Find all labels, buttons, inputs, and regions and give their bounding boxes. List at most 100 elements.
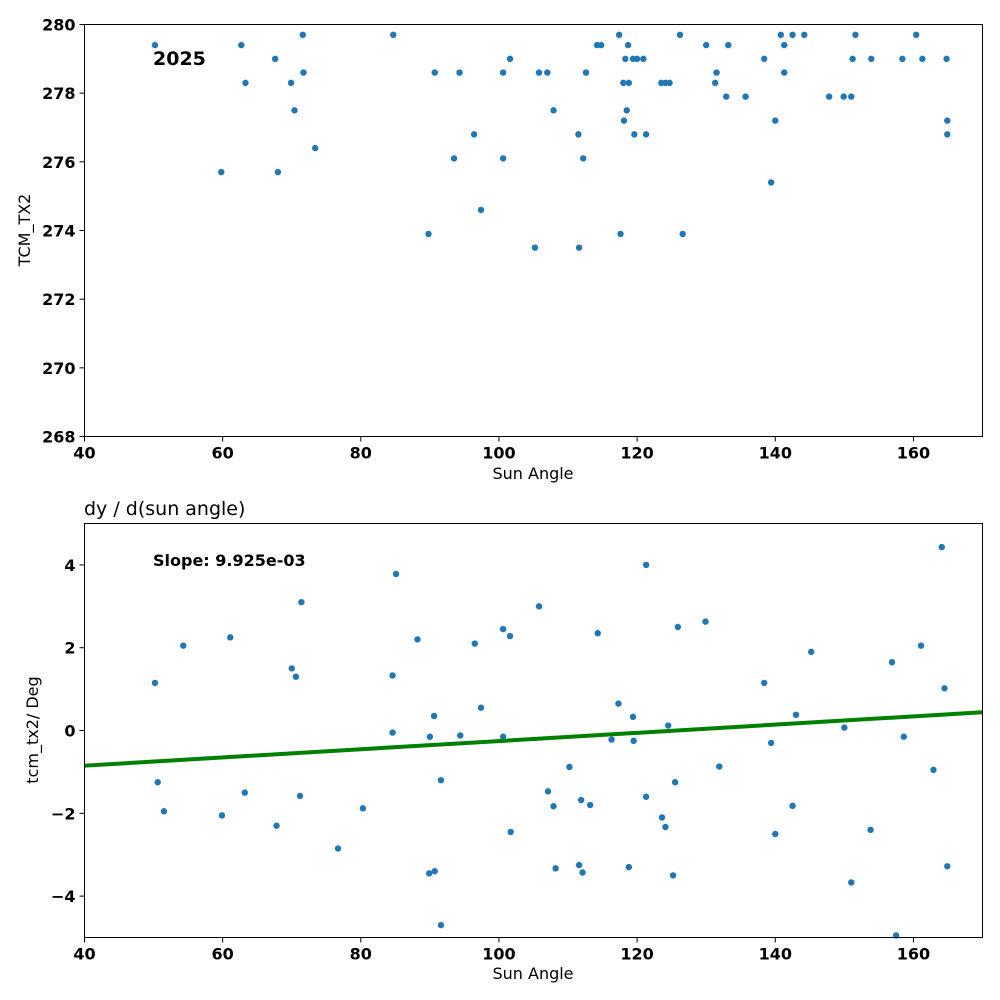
top-point bbox=[725, 41, 732, 49]
bottom-point bbox=[499, 625, 507, 633]
bottom-point bbox=[544, 788, 552, 795]
top-point bbox=[390, 31, 397, 38]
top-point bbox=[575, 131, 582, 138]
bottom-point bbox=[507, 828, 514, 836]
top-x-tick-label: 60 bbox=[212, 444, 234, 463]
bottom-point bbox=[941, 685, 948, 692]
bottom-point bbox=[772, 830, 779, 838]
top-point bbox=[499, 155, 507, 162]
top-point bbox=[450, 155, 458, 162]
top-point bbox=[622, 55, 629, 63]
bottom-point bbox=[669, 872, 677, 879]
top-point bbox=[868, 55, 875, 63]
bottom-point bbox=[608, 736, 615, 743]
bottom-point bbox=[566, 763, 573, 771]
bottom-point bbox=[792, 711, 800, 718]
top-point bbox=[944, 117, 951, 124]
top-point bbox=[299, 31, 306, 38]
top-point bbox=[642, 131, 650, 138]
bottom-y-tick-label: 0 bbox=[64, 722, 75, 741]
top-point bbox=[899, 55, 906, 63]
top-point bbox=[666, 79, 673, 87]
bottom-point bbox=[630, 737, 637, 745]
top-point bbox=[640, 55, 647, 63]
bottom-x-tick-label: 120 bbox=[620, 945, 653, 964]
bottom-point bbox=[575, 861, 583, 869]
bottom-point bbox=[671, 779, 679, 786]
top-annotation: 2025 bbox=[153, 48, 206, 70]
top-point bbox=[470, 131, 478, 138]
top-point bbox=[151, 41, 159, 49]
bottom-point bbox=[550, 803, 557, 810]
top-point bbox=[274, 168, 282, 176]
top-point bbox=[625, 79, 633, 87]
top-point bbox=[544, 69, 551, 76]
top-point bbox=[535, 69, 543, 76]
bottom-point bbox=[506, 632, 514, 640]
bottom-y-tick-label: −2 bbox=[51, 804, 76, 823]
bottom-point bbox=[154, 779, 161, 786]
top-point bbox=[723, 93, 730, 100]
top-point bbox=[711, 79, 719, 87]
top-point bbox=[456, 69, 463, 76]
top-x-axis-label: Sun Angle bbox=[492, 464, 573, 483]
bottom-x-tick-label: 160 bbox=[897, 945, 930, 964]
bottom-point bbox=[227, 634, 234, 641]
bottom-point bbox=[218, 812, 226, 819]
top-point bbox=[848, 93, 855, 100]
top-point bbox=[291, 107, 298, 114]
bottom-point bbox=[425, 870, 433, 877]
bottom-point bbox=[426, 733, 434, 740]
top-point bbox=[772, 117, 779, 124]
bottom-point bbox=[674, 623, 682, 631]
bottom-point bbox=[437, 921, 445, 929]
top-point bbox=[742, 93, 749, 100]
bottom-x-tick-label: 40 bbox=[73, 945, 95, 964]
top-point bbox=[767, 179, 775, 186]
top-point bbox=[312, 144, 319, 152]
bottom-y-tick-label: −4 bbox=[51, 887, 76, 906]
bottom-x-tick-label: 80 bbox=[350, 945, 372, 964]
bottom-point bbox=[499, 733, 507, 740]
bottom-x-tick-label: 100 bbox=[482, 945, 515, 964]
top-x-tick-label: 160 bbox=[897, 444, 930, 463]
bottom-point bbox=[389, 672, 396, 679]
bottom-point bbox=[477, 704, 485, 711]
top-point bbox=[580, 155, 587, 162]
top-point bbox=[825, 93, 833, 100]
top-y-tick-label: 272 bbox=[42, 290, 75, 309]
bottom-point bbox=[841, 724, 848, 731]
top-point bbox=[617, 230, 624, 238]
top-y-tick-label: 268 bbox=[42, 428, 75, 447]
top-point bbox=[761, 55, 768, 63]
bottom-point bbox=[552, 865, 559, 872]
top-point bbox=[713, 69, 720, 76]
bottom-point bbox=[389, 729, 396, 736]
top-point bbox=[550, 107, 557, 114]
bottom-point bbox=[944, 863, 951, 870]
bottom-point bbox=[767, 739, 775, 747]
bottom-x-axis-label: Sun Angle bbox=[492, 964, 573, 983]
bottom-point bbox=[160, 808, 168, 815]
bottom-x-tick-label: 60 bbox=[212, 945, 234, 964]
bottom-point bbox=[917, 642, 925, 649]
bottom-point bbox=[761, 679, 768, 687]
top-plot-frame bbox=[84, 24, 983, 437]
bottom-point bbox=[392, 570, 400, 578]
bottom-annotation: Slope: 9.925e-03 bbox=[153, 551, 306, 570]
bottom-point bbox=[296, 792, 304, 800]
bottom-point bbox=[789, 802, 796, 810]
bottom-point bbox=[579, 869, 586, 876]
top-x-tick-label: 120 bbox=[620, 444, 653, 463]
top-y-tick-label: 270 bbox=[42, 359, 75, 378]
top-point bbox=[575, 244, 583, 251]
bottom-y-axis-label: tcm_tx2/ Deg bbox=[23, 676, 43, 783]
top-point bbox=[679, 230, 686, 238]
top-point bbox=[425, 230, 432, 238]
bottom-point bbox=[642, 561, 650, 569]
bottom-point bbox=[577, 796, 585, 804]
top-point bbox=[506, 55, 514, 63]
bottom-y-ticks: −4 −2 0 2 4 bbox=[51, 556, 85, 906]
top-point bbox=[676, 31, 684, 38]
top-point bbox=[623, 107, 630, 114]
